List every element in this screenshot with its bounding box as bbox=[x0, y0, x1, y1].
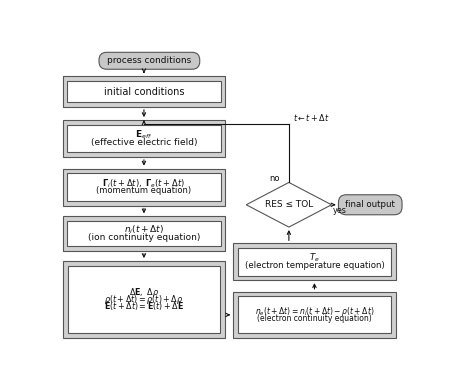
Text: $\mathbf{E}(t+\Delta t)=\mathbf{E}(t)+\Delta \mathbf{E}$: $\mathbf{E}(t+\Delta t)=\mathbf{E}(t)+\D… bbox=[104, 300, 184, 312]
Text: $\Delta \mathbf{E},\ \Delta\rho$: $\Delta \mathbf{E},\ \Delta\rho$ bbox=[129, 286, 159, 299]
Text: (ion continuity equation): (ion continuity equation) bbox=[88, 233, 200, 242]
FancyBboxPatch shape bbox=[67, 221, 221, 246]
FancyBboxPatch shape bbox=[338, 195, 402, 215]
FancyBboxPatch shape bbox=[99, 52, 200, 69]
Text: RES ≤ TOL: RES ≤ TOL bbox=[265, 200, 313, 209]
Text: no: no bbox=[270, 174, 280, 183]
Text: (electron continuity equation): (electron continuity equation) bbox=[257, 314, 372, 323]
Text: initial conditions: initial conditions bbox=[104, 86, 184, 97]
Text: final output: final output bbox=[345, 200, 395, 209]
Text: $n_e(t+\Delta t)=n_i(t+\Delta t)-\rho(t+\Delta t)$: $n_e(t+\Delta t)=n_i(t+\Delta t)-\rho(t+… bbox=[255, 305, 374, 318]
Text: process conditions: process conditions bbox=[107, 56, 192, 65]
FancyBboxPatch shape bbox=[233, 243, 396, 280]
Text: $T_e$: $T_e$ bbox=[309, 252, 320, 264]
Polygon shape bbox=[246, 183, 331, 227]
FancyBboxPatch shape bbox=[63, 120, 226, 157]
FancyBboxPatch shape bbox=[68, 266, 220, 333]
FancyBboxPatch shape bbox=[233, 292, 396, 338]
Text: $n_i(t+\Delta t)$: $n_i(t+\Delta t)$ bbox=[124, 224, 164, 236]
Text: yes: yes bbox=[333, 206, 347, 215]
Text: $\rho(t+\Delta t)=\rho(t)+\Delta\rho$: $\rho(t+\Delta t)=\rho(t)+\Delta\rho$ bbox=[104, 293, 184, 306]
FancyBboxPatch shape bbox=[67, 125, 221, 152]
FancyBboxPatch shape bbox=[63, 261, 226, 338]
Text: $\mathbf{\Gamma}_i(t+\Delta t),\ \mathbf{\Gamma}_e(t+\Delta t)$: $\mathbf{\Gamma}_i(t+\Delta t),\ \mathbf… bbox=[102, 178, 185, 190]
FancyBboxPatch shape bbox=[63, 169, 226, 206]
FancyBboxPatch shape bbox=[63, 216, 226, 251]
Text: $\mathbf{E}_{eff}$: $\mathbf{E}_{eff}$ bbox=[135, 129, 152, 141]
Text: (effective electric field): (effective electric field) bbox=[91, 138, 197, 147]
Text: (electron temperature equation): (electron temperature equation) bbox=[244, 261, 384, 270]
FancyBboxPatch shape bbox=[238, 296, 391, 334]
Text: $t \leftarrow t+\Delta t$: $t \leftarrow t+\Delta t$ bbox=[293, 112, 330, 123]
Text: (momentum equation): (momentum equation) bbox=[97, 186, 192, 195]
FancyBboxPatch shape bbox=[63, 76, 226, 107]
FancyBboxPatch shape bbox=[67, 173, 221, 201]
FancyBboxPatch shape bbox=[238, 248, 391, 276]
FancyBboxPatch shape bbox=[67, 81, 221, 102]
